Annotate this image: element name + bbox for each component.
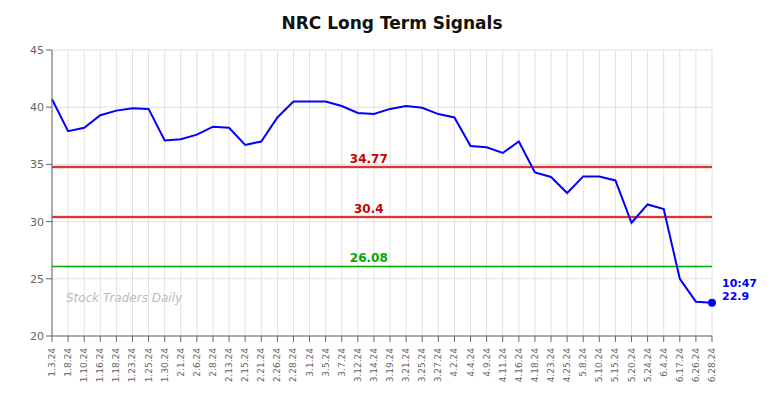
svg-text:5.20.24: 5.20.24 [627,348,637,383]
svg-text:4.9.24: 4.9.24 [482,348,492,377]
svg-text:34.77: 34.77 [350,152,388,166]
svg-text:25: 25 [30,273,44,286]
svg-text:2.15.24: 2.15.24 [240,348,250,383]
svg-text:6.4.24: 6.4.24 [659,348,669,377]
svg-text:3.12.24: 3.12.24 [353,348,363,383]
svg-text:1.8.24: 1.8.24 [63,348,73,377]
svg-text:2.26.24: 2.26.24 [272,348,282,383]
svg-text:5.10.24: 5.10.24 [594,348,604,383]
svg-text:10:4722.9: 10:4722.9 [722,277,757,303]
svg-text:3.25.24: 3.25.24 [417,348,427,383]
svg-text:3.19.24: 3.19.24 [385,348,395,383]
svg-text:2.28.24: 2.28.24 [288,348,298,383]
svg-text:3.5.24: 3.5.24 [321,348,331,377]
svg-text:4.16.24: 4.16.24 [514,348,524,383]
svg-text:30.4: 30.4 [354,202,384,216]
svg-text:26.08: 26.08 [350,251,388,265]
svg-text:4.11.24: 4.11.24 [498,348,508,383]
svg-text:5.8.24: 5.8.24 [578,348,588,377]
svg-text:1.3.24: 1.3.24 [47,348,57,377]
svg-text:6.28.24: 6.28.24 [707,348,717,383]
svg-text:4.18.24: 4.18.24 [530,348,540,383]
svg-text:3.21.24: 3.21.24 [401,348,411,383]
svg-text:3.27.24: 3.27.24 [433,348,443,383]
svg-text:1.10.24: 1.10.24 [79,348,89,383]
svg-text:2.6.24: 2.6.24 [192,348,202,377]
svg-text:1.16.24: 1.16.24 [95,348,105,383]
svg-text:30: 30 [30,216,44,229]
svg-text:35: 35 [30,158,44,171]
svg-text:2.21.24: 2.21.24 [256,348,266,383]
svg-text:6.26.24: 6.26.24 [691,348,701,383]
svg-text:1.30.24: 1.30.24 [160,348,170,383]
svg-text:4.2.24: 4.2.24 [449,348,459,377]
svg-text:1.18.24: 1.18.24 [111,348,121,383]
svg-text:3.7.24: 3.7.24 [337,348,347,377]
svg-text:45: 45 [30,44,44,57]
svg-text:5.24.24: 5.24.24 [643,348,653,383]
svg-text:3.14.24: 3.14.24 [369,348,379,383]
html-text:Stock Traders Daily: Stock Traders Daily [66,291,183,306]
svg-text:2.13.24: 2.13.24 [224,348,234,383]
svg-text:2.8.24: 2.8.24 [208,348,218,377]
svg-text:4.25.24: 4.25.24 [562,348,572,383]
svg-text:20: 20 [30,330,44,343]
svg-text:4.23.24: 4.23.24 [546,348,556,383]
svg-text:1.25.24: 1.25.24 [144,348,154,383]
svg-text:40: 40 [30,101,44,114]
svg-text:4.4.24: 4.4.24 [466,348,476,377]
html-text:NRC Long Term Signals: NRC Long Term Signals [281,13,503,33]
svg-text:2.1.24: 2.1.24 [176,348,186,377]
svg-text:3.1.24: 3.1.24 [305,348,315,377]
svg-text:5.15.24: 5.15.24 [610,348,620,383]
svg-text:6.17.24: 6.17.24 [675,348,685,383]
svg-text:1.23.24: 1.23.24 [127,348,137,383]
